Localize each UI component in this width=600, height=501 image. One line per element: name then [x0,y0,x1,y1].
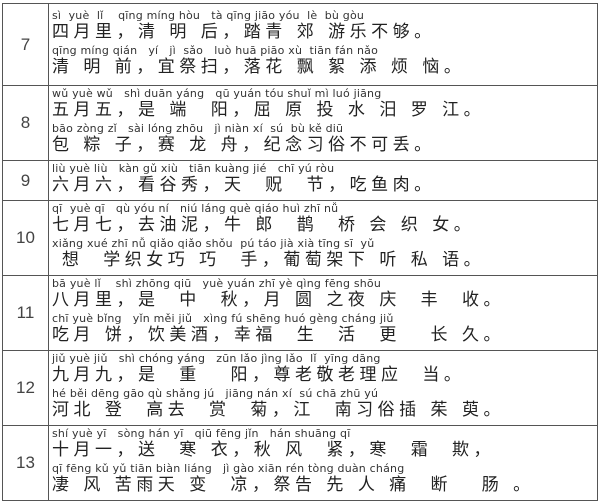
festival-rhyme-table: 7 sì yuè lǐ qīng míng hòu tà qīng jiāo yó… [2,3,598,501]
verse-line: liù yuè liù kàn gǔ xiù tiān kuàng jié ch… [52,162,597,195]
hanzi-text: 六月六，看谷秀，天 贶 节，吃鱼肉。 [52,175,436,195]
pinyin-text: hé běi dēng gāo qù shǎng jú jiāng nán xí… [52,387,379,400]
verse-line: bāo zòng zǐ sài lóng zhōu jì niàn xí sú … [52,122,597,155]
row-number: 12 [2,350,49,426]
verse-cell: liù yuè liù kàn gǔ xiù tiān kuàng jié ch… [48,160,598,201]
pinyin-text: liù yuè liù kàn gǔ xiù tiān kuàng jié ch… [52,162,335,175]
hanzi-text: 包 粽 子，赛 龙 舟，纪念习俗不可丢。 [52,135,436,155]
verse-cell: wǔ yuè wǔ shì duān yáng qū yuán tóu shuǐ… [48,85,598,161]
verse-line: chī yuè bǐng yǐn měi jiǔ xìng fú shēng h… [52,312,597,345]
hanzi-text: 五月五，是 端 阳，屈 原 投 水 汨 罗 江。 [52,100,486,120]
hanzi-text: 河北 登 高去 赏 菊，江 南习俗插 茱 萸。 [52,400,505,420]
verse-line: qīng míng qián yí jì sǎo luò huā piāo xù… [52,44,597,77]
pinyin-text: shí yuè yī sòng hán yī qiū fēng jǐn hán … [52,427,351,440]
verse-cell: qī yuè qī qù yóu ní niú láng què qiáo hu… [48,200,598,276]
row-number: 8 [2,85,49,161]
verse-cell: shí yuè yī sòng hán yī qiū fēng jǐn hán … [48,425,598,501]
verse-line: shí yuè yī sòng hán yī qiū fēng jǐn hán … [52,427,597,460]
hanzi-text: 十月一，送 寒 衣，秋 风 紧，寒 霜 欺， [52,440,496,460]
pinyin-text: xiǎng xué zhī nǚ qiǎo qiǎo shǒu pú táo j… [52,237,375,250]
table-row: 7 sì yuè lǐ qīng míng hòu tà qīng jiāo yó… [2,3,598,86]
pinyin-text: wǔ yuè wǔ shì duān yáng qū yuán tóu shuǐ… [52,87,382,100]
row-number: 7 [2,3,49,86]
verse-line: qī yuè qī qù yóu ní niú láng què qiáo hu… [52,202,597,235]
verse-line: wǔ yuè wǔ shì duān yáng qū yuán tóu shuǐ… [52,87,597,120]
verse-line: bā yuè lǐ shì zhōng qiū yuè yuán zhī yè … [52,277,597,310]
table-row: 9 liù yuè liù kàn gǔ xiù tiān kuàng jié c… [2,160,598,201]
hanzi-text: 凄 风 苦雨天 变 凉，祭告 先 人 痛 断 肠 。 [52,475,535,495]
verse-line: jiǔ yuè jiǔ shì chóng yáng zūn lǎo jìng … [52,352,597,385]
row-number: 9 [2,160,49,201]
table-row: 8 wǔ yuè wǔ shì duān yáng qū yuán tóu shu… [2,85,598,161]
pinyin-text: jiǔ yuè jiǔ shì chóng yáng zūn lǎo jìng … [52,352,381,365]
verse-cell: bā yuè lǐ shì zhōng qiū yuè yuán zhī yè … [48,275,598,351]
verse-line: qī fēng kǔ yǔ tiān biàn liáng jì gào xiā… [52,462,597,495]
verse-cell: sì yuè lǐ qīng míng hòu tà qīng jiāo yóu… [48,3,598,86]
hanzi-text: 四月里，清 明 后，踏青 郊 游乐不够。 [52,21,436,42]
pinyin-text: qī fēng kǔ yǔ tiān biàn liáng jì gào xiā… [52,462,405,475]
pinyin-text: sì yuè lǐ qīng míng hòu tà qīng jiāo yóu… [52,8,365,22]
verse-line: sì yuè lǐ qīng míng hòu tà qīng jiāo yóu… [52,9,597,42]
hanzi-text: 想 学织女巧 巧 手，葡萄架下 听 私 语。 [52,250,486,270]
pinyin-text: chī yuè bǐng yǐn měi jiǔ xìng fú shēng h… [52,312,394,325]
hanzi-text: 七月七，去油泥，牛 郎 鹊 桥 会 织 女。 [52,215,476,235]
verse-line: hé běi dēng gāo qù shǎng jú jiāng nán xí… [52,387,597,420]
hanzi-text: 九月九，是 重 阳，尊老敬老理应 当。 [52,365,466,385]
table-row: 13 shí yuè yī sòng hán yī qiū fēng jǐn há… [2,425,598,501]
verse-line: xiǎng xué zhī nǚ qiǎo qiǎo shǒu pú táo j… [52,237,597,270]
row-number: 13 [2,425,49,501]
hanzi-text: 八月里，是 中 秋，月 圆 之夜 庆 丰 收。 [52,290,505,310]
table-row: 11 bā yuè lǐ shì zhōng qiū yuè yuán zhī y… [2,275,598,351]
verse-cell: jiǔ yuè jiǔ shì chóng yáng zūn lǎo jìng … [48,350,598,426]
pinyin-text: qī yuè qī qù yóu ní niú láng què qiáo hu… [52,202,339,215]
row-number: 10 [2,200,49,276]
row-number: 11 [2,275,49,351]
hanzi-text: 吃月 饼，饮美酒，幸福 生 活 更 长 久。 [52,325,505,345]
pinyin-text: bāo zòng zǐ sài lóng zhōu jì niàn xí sú … [52,122,344,135]
table-row: 12 jiǔ yuè jiǔ shì chóng yáng zūn lǎo jìn… [2,350,598,426]
table-row: 10 qī yuè qī qù yóu ní niú láng què qiáo … [2,200,598,276]
pinyin-text: bā yuè lǐ shì zhōng qiū yuè yuán zhī yè … [52,277,382,290]
hanzi-text: 清 明 前，宜祭扫，落花 飘 絮 添 烦 恼。 [52,56,466,77]
pinyin-text: qīng míng qián yí jì sǎo luò huā piāo xù… [52,43,379,57]
